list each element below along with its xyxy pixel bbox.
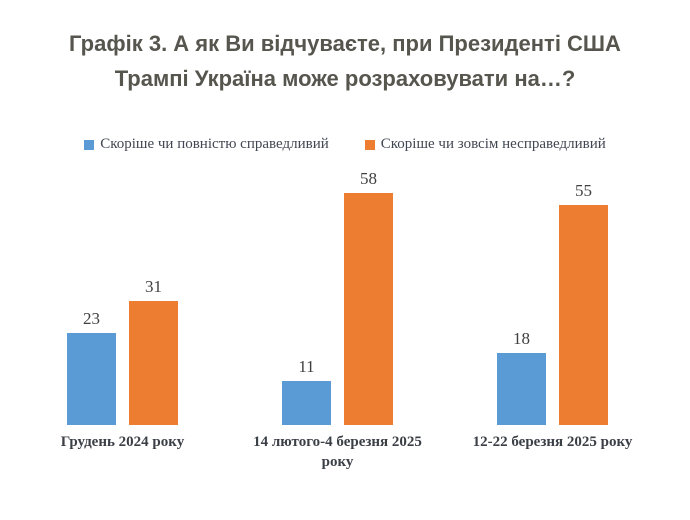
legend-item: Скоріше чи повністю справедливий (84, 136, 329, 153)
bar-with-label: 55 (559, 181, 608, 425)
bar-with-label: 31 (129, 277, 178, 425)
bar-segment (282, 381, 331, 425)
legend-label: Скоріше чи зовсім несправедливий (380, 136, 606, 152)
bar-with-label: 23 (67, 309, 116, 425)
bar-pair: 18 55 (497, 181, 608, 425)
bar-group: 18 55 (445, 160, 660, 425)
legend-label: Скоріше чи повністю справедливий (100, 136, 329, 152)
bar-pair: 11 58 (282, 169, 393, 425)
category-axis: Грудень 2024 року 14 лютого-4 березня 202… (15, 432, 660, 472)
bar-group: 23 31 (15, 160, 230, 425)
bar-segment (559, 205, 608, 425)
bar-segment (129, 301, 178, 425)
category-label: 12-22 березня 2025 року (472, 434, 633, 450)
bar-segment (67, 333, 116, 425)
bar-with-label: 18 (497, 329, 546, 425)
bar-chart: 23 31 11 58 18 55 (15, 160, 660, 425)
category-label: 14 лютого-4 березня 2025 року (253, 434, 422, 470)
bar-segment (344, 193, 393, 425)
bar-segment (497, 353, 546, 425)
bar-value-label: 11 (298, 357, 315, 376)
chart-title: Графік 3. А як Ви відчуваєте, при Презид… (0, 26, 690, 96)
legend-item: Скоріше чи зовсім несправедливий (364, 136, 606, 153)
legend-swatch-icon (84, 139, 95, 150)
bar-with-label: 58 (344, 169, 393, 425)
bar-pair: 23 31 (67, 277, 178, 425)
legend-swatch-icon (364, 139, 375, 150)
bar-value-label: 31 (145, 277, 162, 296)
bar-value-label: 55 (575, 181, 592, 200)
bar-value-label: 23 (83, 309, 100, 328)
bar-group: 11 58 (230, 160, 445, 425)
chart-title-text: Графік 3. А як Ви відчуваєте, при Презид… (69, 31, 621, 91)
bar-with-label: 11 (282, 357, 331, 425)
bar-value-label: 58 (360, 169, 377, 188)
chart-legend: Скоріше чи повністю справедливий Скоріше … (0, 136, 690, 153)
bar-value-label: 18 (513, 329, 530, 348)
category-label: Грудень 2024 року (60, 434, 185, 450)
